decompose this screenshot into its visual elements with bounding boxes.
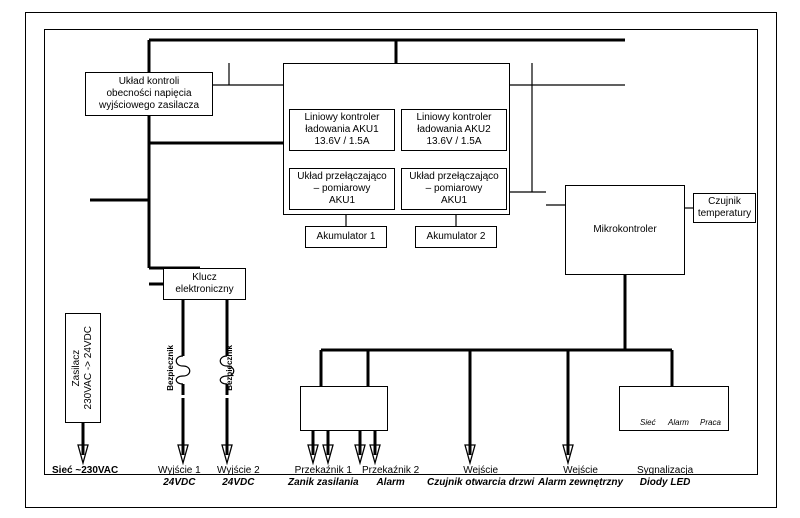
box-key: Klucz elektroniczny [163,268,246,300]
box-relay_box [300,386,388,431]
box-voltage_ctrl: Układ kontroli obecności napięcia wyjści… [85,72,213,116]
box-meas2: Układ przełączająco – pomiarowy AKU1 [401,168,507,210]
block-diagram: Układ kontroli obecności napięcia wyjści… [0,0,800,518]
box-temp: Czujnik temperatury [693,193,756,223]
label-led: SygnalizacjaDiody LED [637,465,693,489]
box-psu: Zasilacz 230VAC -> 24VDC [65,313,101,423]
label-out2: Wyjście 224VDC [217,465,260,489]
label-mains: Sieć ~230VAC [52,465,118,477]
label-led_p: Praca [700,418,721,428]
label-in1: WejścieCzujnik otwarcia drzwi [427,465,534,489]
label-rl1: Przekaźnik 1Zanik zasilania [288,465,359,489]
label-out1: Wyjście 124VDC [158,465,201,489]
label-rl2: Przekaźnik 2Alarm [362,465,419,489]
box-lin2: Liniowy kontroler ładowania AKU2 13.6V /… [401,109,507,151]
label-fuse1: Bezpiecznik [166,345,176,391]
box-aku1: Akumulator 1 [305,226,387,248]
label-fuse2: Bezpiecznik [225,345,235,391]
box-lin1: Liniowy kontroler ładowania AKU1 13.6V /… [289,109,395,151]
box-meas1: Układ przełączająco – pomiarowy AKU1 [289,168,395,210]
label-in2: WejścieAlarm zewnętrzny [538,465,623,489]
label-led_s: Sieć [640,418,656,428]
box-mcu: Mikrokontroler [565,185,685,275]
box-aku2: Akumulator 2 [415,226,497,248]
label-led_a: Alarm [668,418,689,428]
